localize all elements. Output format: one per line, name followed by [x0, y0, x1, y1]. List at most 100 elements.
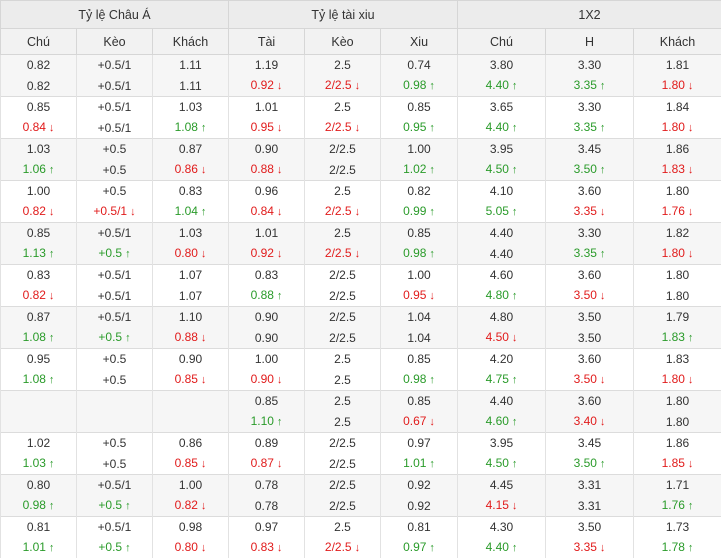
arrow-down-icon: ↓: [49, 122, 55, 134]
table-header: Tỷ lệ Châu Á Tỷ lệ tài xiu 1X2 Chú Kèo K…: [1, 1, 721, 55]
arrow-up-icon: ↑: [600, 80, 606, 92]
odds-value: 0.85: [407, 226, 430, 240]
odds-value: 2/2.5: [329, 163, 356, 177]
odds-cell: 4.60: [458, 265, 546, 286]
table-row: 1.01↑+0.5↑0.80↓0.83↓2/2.5↓0.97↑4.40↑3.35…: [1, 537, 721, 558]
column-header: H: [546, 29, 634, 55]
odds-cell: +0.5/1: [77, 307, 153, 328]
arrow-up-icon: ↑: [512, 80, 518, 92]
odds-value: +0.5/1: [98, 58, 132, 72]
odds-value: 3.95: [490, 436, 513, 450]
arrow-down-icon: ↓: [355, 248, 361, 260]
odds-cell: 0.83↓: [229, 537, 305, 558]
odds-value: 0.90: [255, 331, 278, 345]
over-under-group-header: Tỷ lệ tài xiu: [229, 1, 458, 29]
odds-value: 1.02: [403, 162, 426, 176]
odds-cell: 4.40: [458, 243, 546, 265]
odds-value: 0.81: [407, 520, 430, 534]
odds-value: 0.98: [179, 520, 202, 534]
odds-value: 0.89: [255, 436, 278, 450]
odds-cell: 0.83: [229, 265, 305, 286]
arrow-up-icon: ↑: [49, 248, 55, 260]
odds-cell: 0.85: [381, 391, 458, 412]
odds-cell: 2/2.5: [305, 285, 381, 307]
odds-cell: 3.35↓: [546, 201, 634, 223]
odds-value: 0.87: [179, 142, 202, 156]
odds-value: 0.92: [251, 78, 274, 92]
arrow-up-icon: ↑: [429, 206, 435, 218]
odds-value: 1.00: [407, 268, 430, 282]
odds-value: 1.08: [175, 120, 198, 134]
odds-cell: +0.5/1: [77, 75, 153, 97]
odds-cell: 2.5: [305, 349, 381, 370]
odds-cell: +0.5/1: [77, 475, 153, 496]
arrow-down-icon: ↓: [201, 458, 207, 470]
odds-value: +0.5: [98, 540, 122, 554]
odds-value: 0.92: [407, 478, 430, 492]
odds-cell: 0.95: [1, 349, 77, 370]
odds-value: 2.5: [334, 352, 351, 366]
odds-value: 4.40: [490, 247, 513, 261]
arrow-up-icon: ↑: [600, 122, 606, 134]
odds-cell: 2.5: [305, 391, 381, 412]
odds-value: 4.60: [486, 414, 509, 428]
odds-cell: 0.92: [381, 495, 458, 517]
odds-cell: 3.60: [546, 265, 634, 286]
odds-value: 1.04: [407, 331, 430, 345]
odds-cell: 0.90: [229, 139, 305, 160]
odds-cell: 0.81: [381, 517, 458, 538]
odds-cell: 3.65: [458, 97, 546, 118]
odds-value: 4.10: [490, 184, 513, 198]
odds-value: +0.5/1: [98, 100, 132, 114]
arrow-down-icon: ↓: [130, 206, 136, 218]
odds-cell: 1.79: [634, 307, 721, 328]
odds-value: 0.83: [251, 540, 274, 554]
odds-value: 3.45: [578, 436, 601, 450]
odds-value: 5.05: [486, 204, 509, 218]
arrow-up-icon: ↑: [688, 500, 694, 512]
odds-cell: 1.80↓: [634, 75, 721, 97]
odds-cell: 4.40: [458, 223, 546, 244]
odds-value: 1.02: [27, 436, 50, 450]
odds-cell: 1.84: [634, 97, 721, 118]
odds-value: 3.30: [578, 100, 601, 114]
odds-cell: 1.06↑: [1, 159, 77, 181]
arrow-down-icon: ↓: [429, 416, 435, 428]
odds-value: 1.01: [403, 456, 426, 470]
odds-value: 0.82: [27, 79, 50, 93]
odds-cell: 0.67↓: [381, 411, 458, 433]
arrow-down-icon: ↓: [201, 248, 207, 260]
odds-value: 1.07: [179, 289, 202, 303]
odds-value: 1.80: [666, 394, 689, 408]
odds-cell: 0.74: [381, 55, 458, 76]
odds-value: 0.80: [27, 478, 50, 492]
arrow-up-icon: ↑: [125, 542, 131, 554]
odds-value: 0.97: [407, 436, 430, 450]
odds-cell: 0.87: [153, 139, 229, 160]
column-header: Tài: [229, 29, 305, 55]
odds-value: 0.84: [23, 120, 46, 134]
odds-value: 0.67: [403, 414, 426, 428]
odds-cell: 1.80↓: [634, 369, 721, 391]
odds-cell: 4.40: [458, 391, 546, 412]
odds-value: +0.5: [103, 352, 127, 366]
odds-cell: 1.03: [153, 97, 229, 118]
odds-value: 4.15: [486, 498, 509, 512]
odds-cell: 0.85: [381, 223, 458, 244]
odds-value: 0.88: [251, 288, 274, 302]
odds-value: 2/2.5: [329, 142, 356, 156]
odds-cell: 0.85: [381, 349, 458, 370]
odds-cell: +0.5↑: [77, 537, 153, 558]
odds-value: 1.04: [407, 310, 430, 324]
odds-value: 0.88: [251, 162, 274, 176]
odds-cell: 0.83: [1, 265, 77, 286]
